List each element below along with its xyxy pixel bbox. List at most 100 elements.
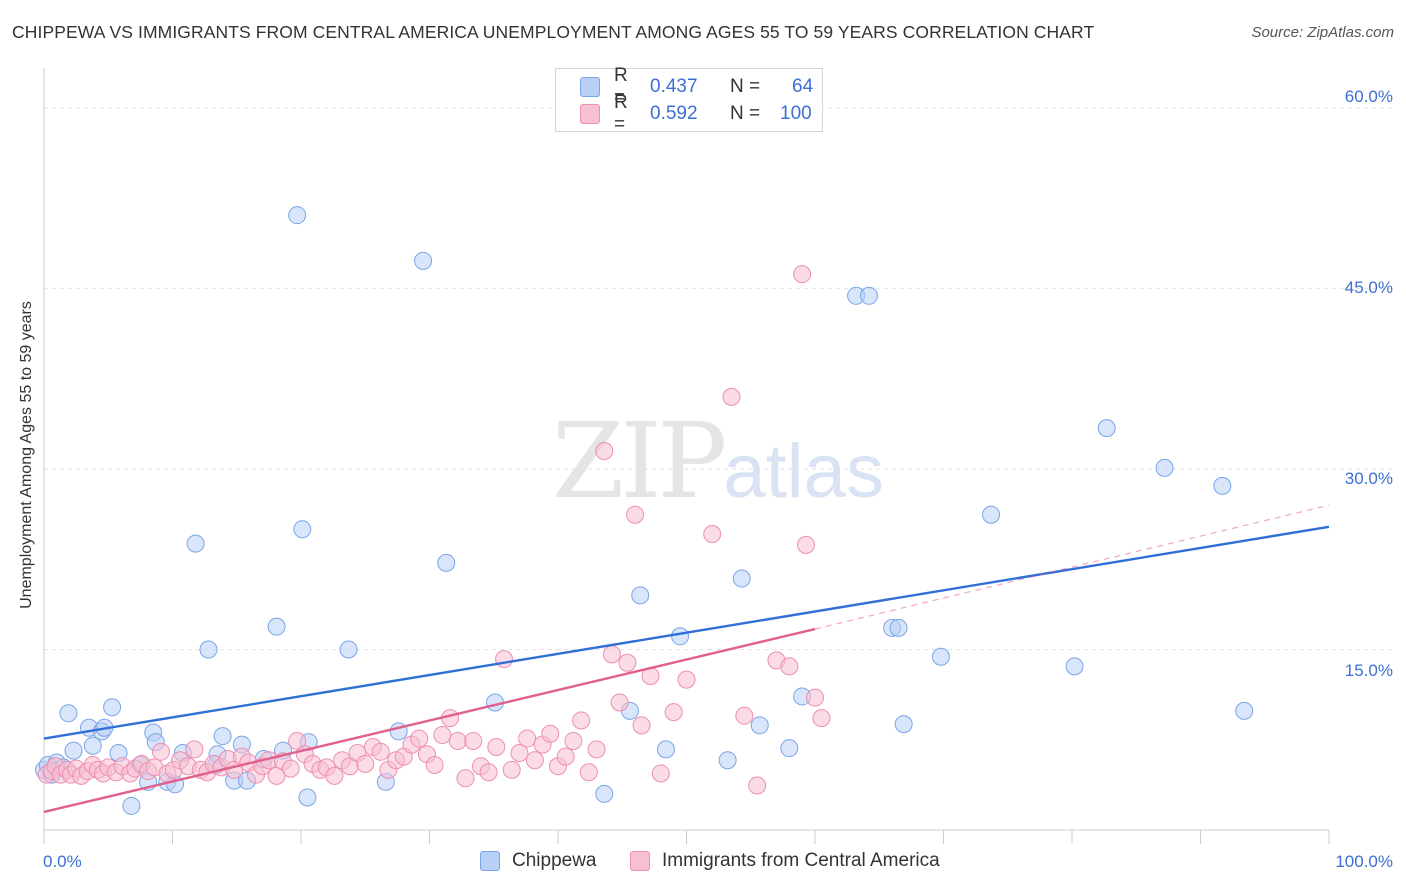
chippewa-point	[59, 704, 78, 723]
chippewa-point	[982, 505, 1001, 524]
legend-n-value: 64	[792, 76, 814, 97]
immigrants-point	[806, 688, 824, 707]
immigrants-point	[448, 731, 467, 750]
immigrants-point	[626, 505, 645, 524]
immigrants-point	[812, 709, 831, 728]
chart-title: CHIPPEWA VS IMMIGRANTS FROM CENTRAL AMER…	[12, 22, 1095, 42]
immigrants-point	[510, 743, 529, 762]
y-axis-label: Unemployment Among Ages 55 to 59 years	[18, 301, 35, 609]
chippewa-point	[122, 796, 141, 815]
immigrants-point	[495, 650, 514, 669]
source-label: Source: ZipAtlas.com	[1251, 24, 1394, 41]
chippewa-point	[1097, 419, 1116, 438]
immigrants-swatch	[580, 104, 600, 124]
x-tick-label-100: 100.0%	[1335, 852, 1393, 871]
chippewa-point	[732, 569, 751, 588]
immigrants-point	[651, 764, 670, 783]
immigrants-point	[288, 731, 307, 750]
legend-n-label: N =	[730, 103, 761, 124]
immigrants-point	[677, 670, 696, 689]
immigrants-point	[425, 756, 444, 775]
legend-item-immigrants: Immigrants from Central America	[630, 850, 940, 872]
immigrants-point	[151, 742, 170, 761]
immigrants-point	[632, 716, 651, 735]
immigrants-point	[587, 740, 606, 759]
immigrants-point	[479, 763, 498, 782]
chippewa-point	[780, 739, 799, 758]
immigrants-point	[518, 729, 537, 748]
legend-row-chippewa: R = 0.437 N = 64	[580, 65, 814, 108]
immigrants-trend-line	[43, 627, 816, 814]
chippewa-trend-line	[43, 525, 1330, 740]
watermark-zip: ZIP	[552, 400, 727, 522]
chippewa-point	[298, 788, 317, 807]
chippewa-point	[631, 586, 650, 605]
chippewa-point	[83, 736, 102, 755]
immigrants-point	[464, 731, 483, 750]
immigrants-point	[618, 653, 637, 672]
chippewa-point	[750, 716, 769, 735]
y-tick-label-15: 15.0%	[1344, 661, 1393, 680]
legend-item-label: Chippewa	[512, 850, 597, 871]
immigrants-point	[456, 769, 475, 788]
correlation-legend: R = 0.437 N = 64 R = 0.592 N = 100	[555, 65, 823, 135]
immigrants-point	[572, 711, 591, 730]
immigrants-point	[502, 760, 521, 779]
chippewa-point	[595, 784, 614, 803]
immigrants-point	[410, 729, 429, 748]
immigrants-point	[185, 740, 204, 759]
chippewa-point	[931, 647, 950, 666]
chippewa-point	[267, 617, 286, 636]
immigrants-point	[433, 725, 452, 744]
chippewa-swatch	[480, 851, 500, 871]
chippewa-point	[1235, 701, 1254, 720]
immigrants-point	[487, 737, 506, 756]
legend-r-label: R =	[614, 65, 628, 108]
chippewa-point	[656, 740, 675, 759]
chippewa-point	[293, 520, 312, 539]
immigrants-point	[356, 754, 375, 773]
immigrants-point	[564, 731, 583, 750]
immigrants-point	[325, 766, 344, 785]
immigrants-point	[556, 747, 575, 766]
legend-row-immigrants: R = 0.592 N = 100	[580, 92, 812, 135]
legend-n-label: N =	[730, 76, 761, 97]
legend-r-value: 0.592	[650, 103, 698, 124]
y-tick-label-30: 30.0%	[1344, 469, 1393, 488]
immigrants-point	[610, 693, 629, 712]
immigrants-point	[525, 751, 544, 770]
immigrants-point	[541, 724, 560, 743]
chippewa-point	[1155, 458, 1174, 477]
immigrants-point	[735, 706, 754, 725]
chippewa-point	[1065, 657, 1084, 676]
watermark: ZIPatlas	[552, 400, 884, 522]
y-tick-label-60: 60.0%	[1344, 87, 1393, 106]
legend-r-label: R =	[614, 92, 628, 135]
immigrants-point	[595, 442, 614, 460]
immigrants-point	[602, 645, 621, 664]
chippewa-point	[718, 751, 737, 770]
chippewa-point	[889, 618, 908, 637]
immigrants-point	[281, 759, 300, 778]
immigrants-point	[664, 703, 683, 722]
chippewa-point	[1213, 476, 1232, 495]
chippewa-point	[414, 251, 433, 270]
immigrants-point	[703, 525, 722, 544]
chippewa-point	[213, 727, 232, 746]
immigrants-point	[722, 387, 741, 406]
immigrants-point	[371, 742, 390, 761]
immigrants-trend-extension	[814, 504, 1330, 630]
chippewa-point	[199, 640, 218, 659]
legend-r-value: 0.437	[650, 76, 698, 97]
chippewa-point	[859, 286, 878, 305]
chippewa-swatch	[580, 77, 600, 97]
chippewa-point	[186, 534, 205, 553]
x-tick-label-0: 0.0%	[43, 852, 82, 871]
series-legend: Chippewa Immigrants from Central America	[0, 850, 1406, 878]
y-tick-label-45: 45.0%	[1344, 278, 1393, 297]
chippewa-point	[339, 640, 358, 659]
immigrants-point	[793, 265, 812, 284]
immigrants-point	[797, 535, 816, 554]
immigrants-point	[579, 763, 598, 782]
